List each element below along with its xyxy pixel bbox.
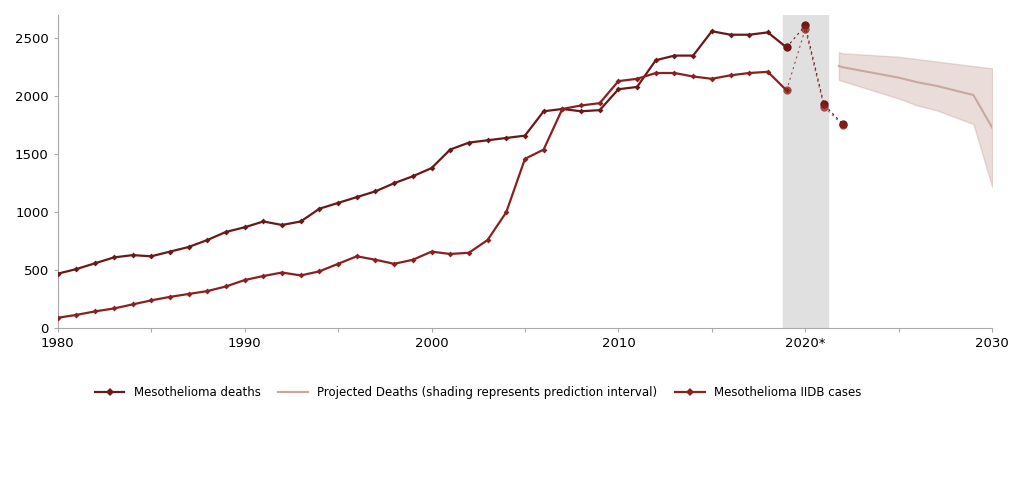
Bar (782, 15, 827, 328)
Legend: Mesothelioma deaths, Projected Deaths (shading represents prediction interval), : Mesothelioma deaths, Projected Deaths (s… (90, 381, 866, 404)
